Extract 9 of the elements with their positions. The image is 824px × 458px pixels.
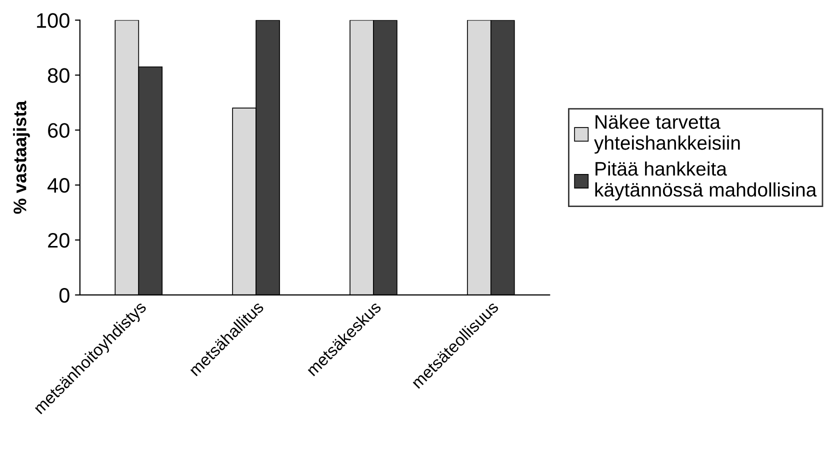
y-tick-label: 80 (48, 68, 70, 83)
legend-label: Pitää hankkeita käytännössä mahdollisina (595, 161, 817, 201)
y-tick-label: 20 (48, 232, 70, 248)
y-tick-label: 100 (37, 13, 70, 28)
legend-label: Näkee tarvetta yhteishankkeisiin (594, 114, 740, 154)
y-tick-label: 40 (48, 178, 70, 193)
y-axis-title: % vastaajista (13, 100, 30, 214)
y-tick-label: 0 (59, 288, 70, 303)
y-tick-label: 60 (48, 123, 70, 138)
